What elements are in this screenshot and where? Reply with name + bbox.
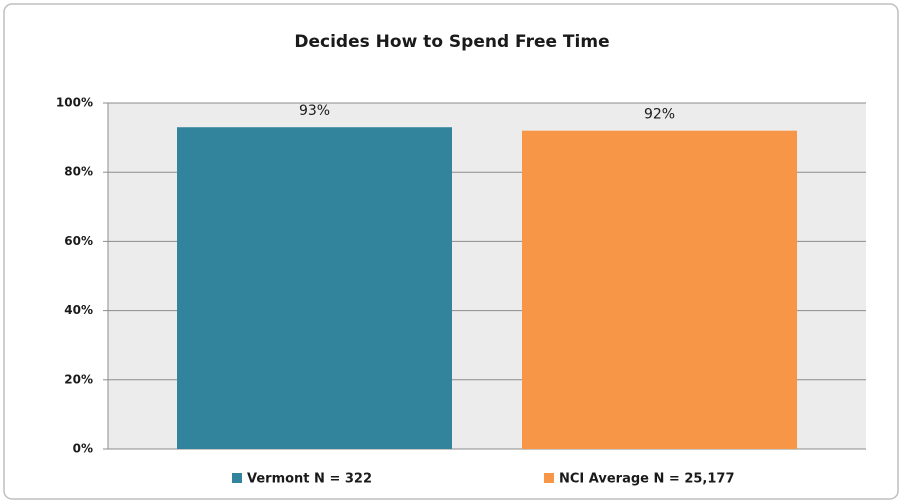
y-tick-label: 80% <box>64 165 93 179</box>
value-label: 93% <box>299 103 330 119</box>
y-tick-label: 20% <box>64 372 93 386</box>
legend-label: NCI Average N = 25,177 <box>559 472 735 487</box>
y-tick-label: 40% <box>64 303 93 317</box>
y-tick-label: 0% <box>73 442 93 456</box>
legend-swatch <box>232 473 242 483</box>
y-tick-label: 100% <box>56 96 93 110</box>
value-label: 92% <box>644 107 675 123</box>
bar <box>522 130 797 449</box>
y-tick-label: 60% <box>64 234 93 248</box>
legend-swatch <box>544 473 554 483</box>
legend-label: Vermont N = 322 <box>247 472 372 487</box>
chart-title: Decides How to Spend Free Time <box>294 32 609 52</box>
bar <box>177 127 452 449</box>
